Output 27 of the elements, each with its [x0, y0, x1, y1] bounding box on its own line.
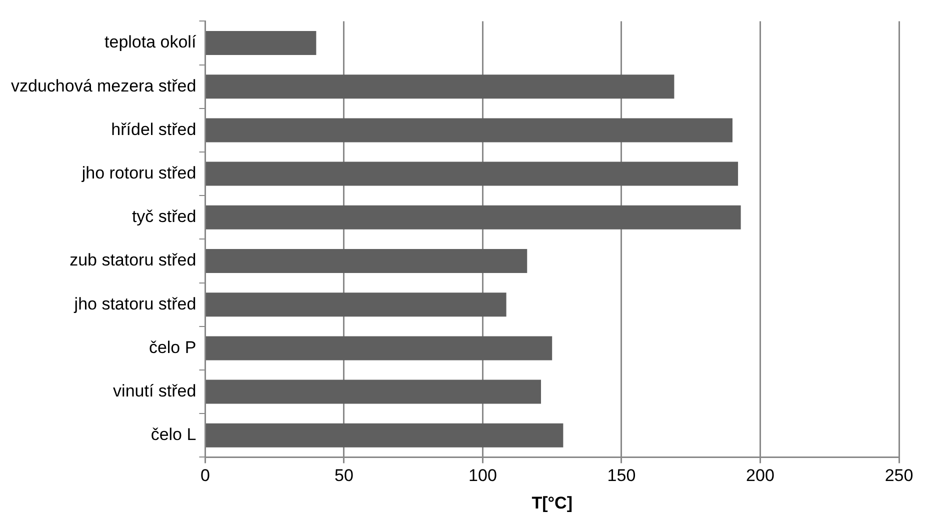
- x-tick-label: 150: [607, 466, 636, 486]
- y-tick-label: teplota okolí: [104, 32, 196, 52]
- y-tick-label: jho rotoru střed: [80, 163, 196, 182]
- y-tick-label: tyč střed: [132, 207, 196, 226]
- bar: [206, 205, 741, 230]
- bar: [206, 292, 506, 317]
- x-tick-label: 0: [200, 466, 210, 486]
- bar: [206, 118, 732, 142]
- bar: [206, 74, 674, 99]
- y-tick-label: zub statoru střed: [70, 250, 196, 270]
- bar: [206, 336, 552, 360]
- y-tick-label: čelo P: [148, 338, 196, 357]
- y-tick-label: čelo L: [150, 425, 196, 444]
- bar: [206, 31, 316, 55]
- x-tick-label: 50: [334, 466, 354, 486]
- x-tick-label: 100: [468, 466, 497, 486]
- bar: [206, 249, 528, 273]
- x-axis-title: T[°C]: [532, 493, 572, 512]
- y-tick-label: hřídel střed: [111, 120, 196, 139]
- y-tick-label: jho statoru střed: [73, 294, 196, 314]
- bar: [206, 380, 541, 404]
- bar: [206, 162, 738, 186]
- y-tick-label: vinutí střed: [113, 381, 196, 400]
- x-tick-label: 200: [746, 466, 774, 486]
- bar: [206, 423, 564, 448]
- y-tick-label: vzduchová mezera střed: [10, 76, 196, 96]
- x-tick-label: 250: [884, 466, 914, 486]
